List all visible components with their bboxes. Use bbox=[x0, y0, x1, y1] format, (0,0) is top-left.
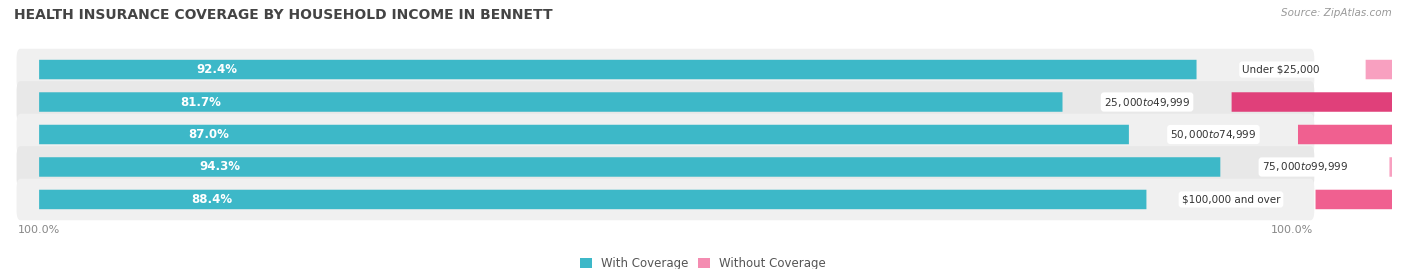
FancyBboxPatch shape bbox=[39, 157, 1220, 177]
FancyBboxPatch shape bbox=[1389, 157, 1406, 177]
Text: 92.4%: 92.4% bbox=[197, 63, 238, 76]
Text: $25,000 to $49,999: $25,000 to $49,999 bbox=[1104, 95, 1191, 108]
Text: 94.3%: 94.3% bbox=[200, 161, 240, 174]
Text: 88.4%: 88.4% bbox=[191, 193, 232, 206]
FancyBboxPatch shape bbox=[17, 81, 1315, 123]
Text: $100,000 and over: $100,000 and over bbox=[1181, 194, 1281, 204]
FancyBboxPatch shape bbox=[39, 92, 1063, 112]
FancyBboxPatch shape bbox=[1365, 60, 1406, 79]
Text: 81.7%: 81.7% bbox=[181, 95, 222, 108]
FancyBboxPatch shape bbox=[1316, 190, 1406, 209]
FancyBboxPatch shape bbox=[17, 179, 1315, 220]
FancyBboxPatch shape bbox=[17, 114, 1315, 155]
FancyBboxPatch shape bbox=[1298, 125, 1406, 144]
Text: Under $25,000: Under $25,000 bbox=[1243, 65, 1320, 75]
FancyBboxPatch shape bbox=[17, 146, 1315, 188]
Text: HEALTH INSURANCE COVERAGE BY HOUSEHOLD INCOME IN BENNETT: HEALTH INSURANCE COVERAGE BY HOUSEHOLD I… bbox=[14, 8, 553, 22]
Text: 87.0%: 87.0% bbox=[188, 128, 229, 141]
FancyBboxPatch shape bbox=[39, 60, 1197, 79]
FancyBboxPatch shape bbox=[39, 190, 1146, 209]
FancyBboxPatch shape bbox=[39, 125, 1129, 144]
FancyBboxPatch shape bbox=[1232, 92, 1406, 112]
FancyBboxPatch shape bbox=[17, 49, 1315, 90]
Text: $75,000 to $99,999: $75,000 to $99,999 bbox=[1261, 161, 1348, 174]
Text: Source: ZipAtlas.com: Source: ZipAtlas.com bbox=[1281, 8, 1392, 18]
Legend: With Coverage, Without Coverage: With Coverage, Without Coverage bbox=[579, 257, 827, 269]
Text: $50,000 to $74,999: $50,000 to $74,999 bbox=[1170, 128, 1257, 141]
